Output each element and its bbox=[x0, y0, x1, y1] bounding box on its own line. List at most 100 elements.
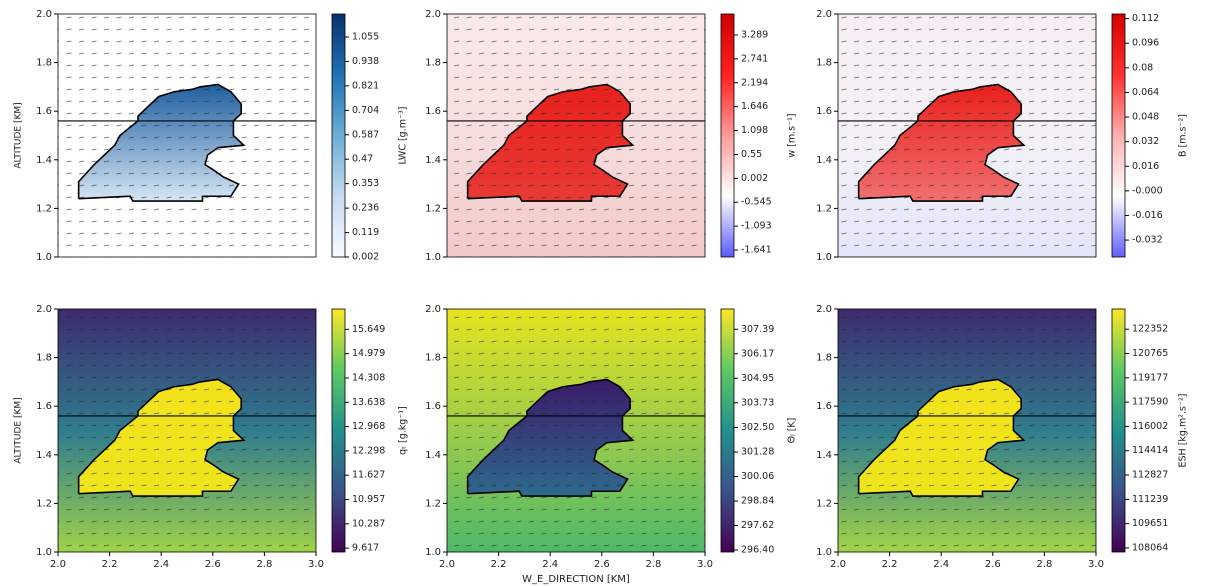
colorbar-tick-label: 0.587 bbox=[352, 129, 379, 140]
colorbar-tick-label: 1.646 bbox=[741, 101, 768, 112]
colorbar-tick-label: 0.08 bbox=[1132, 62, 1153, 73]
x-tick-label: 2.2 bbox=[102, 559, 118, 570]
x-tick-label: 2.0 bbox=[50, 559, 66, 570]
y-tick-label: 1.0 bbox=[816, 252, 832, 263]
colorbar-tick-label: 12.298 bbox=[352, 445, 385, 456]
colorbar-tick-label: 302.50 bbox=[741, 422, 774, 433]
y-tick-label: 1.0 bbox=[36, 252, 52, 263]
x-tick-label: 2.8 bbox=[645, 559, 661, 570]
y-tick-label: 1.2 bbox=[816, 498, 832, 509]
colorbar-tick-label: 13.638 bbox=[352, 397, 385, 408]
y-tick-label: 1.8 bbox=[425, 353, 441, 364]
colorbar-tick-label: 122352 bbox=[1132, 324, 1168, 335]
colorbar bbox=[331, 13, 346, 258]
colorbar-tick-label: 10.287 bbox=[352, 518, 385, 529]
colorbar-tick-label: 298.84 bbox=[741, 495, 774, 506]
x-tick-label: 3.0 bbox=[697, 559, 713, 570]
colorbar-tick-label: 0.002 bbox=[741, 173, 768, 184]
y-axis-label: ALTITUDE [KM] bbox=[14, 397, 24, 463]
colorbar-tick-label: 9.617 bbox=[352, 543, 379, 554]
colorbar bbox=[720, 13, 735, 258]
y-tick-label: 1.2 bbox=[816, 203, 832, 214]
x-tick-label: 3.0 bbox=[1088, 559, 1104, 570]
x-tick-label: 2.6 bbox=[205, 559, 221, 570]
y-tick-label: 1.8 bbox=[816, 353, 832, 364]
wind-vectors bbox=[58, 14, 316, 257]
plot-frame bbox=[446, 13, 706, 258]
colorbar-tick-label: 111239 bbox=[1132, 494, 1168, 505]
colorbar-tick-label: 0.112 bbox=[1132, 13, 1159, 24]
colorbar-tick-label: 1.098 bbox=[741, 125, 768, 136]
x-tick-label: 2.4 bbox=[542, 559, 558, 570]
wind-vectors bbox=[58, 309, 316, 552]
plot-frame bbox=[57, 308, 317, 553]
colorbar-tick-label: 11.627 bbox=[352, 470, 385, 481]
colorbar-tick-label: 0.938 bbox=[352, 56, 379, 67]
colorbar-tick-label: 120765 bbox=[1132, 348, 1168, 359]
colorbar-tick-label: 0.096 bbox=[1132, 38, 1159, 49]
y-tick-label: 2.0 bbox=[36, 304, 52, 315]
y-tick-label: 1.0 bbox=[816, 547, 832, 558]
colorbar-tick-label: 116002 bbox=[1132, 421, 1168, 432]
colorbar-tick-label: 307.39 bbox=[741, 324, 774, 335]
y-tick-label: 1.0 bbox=[36, 547, 52, 558]
x-tick-label: 2.4 bbox=[153, 559, 169, 570]
y-tick-label: 2.0 bbox=[816, 9, 832, 20]
x-tick-label: 2.6 bbox=[985, 559, 1001, 570]
colorbar bbox=[720, 308, 735, 553]
colorbar-tick-label: 0.821 bbox=[352, 80, 379, 91]
colorbar bbox=[1111, 308, 1126, 553]
colorbar-label: ESH [kg.m².s⁻²] bbox=[1178, 393, 1189, 467]
colorbar-tick-label: -0.016 bbox=[1132, 210, 1163, 221]
y-tick-label: 1.6 bbox=[816, 401, 832, 412]
colorbar-tick-label: 0.002 bbox=[352, 252, 379, 263]
y-tick-label: 1.2 bbox=[36, 203, 52, 214]
colorbar-tick-label: 304.95 bbox=[741, 373, 774, 384]
colorbar-tick-label: 0.016 bbox=[1132, 161, 1159, 172]
y-tick-label: 1.6 bbox=[425, 401, 441, 412]
colorbar-tick-label: 3.289 bbox=[741, 29, 768, 40]
x-tick-label: 2.4 bbox=[933, 559, 949, 570]
y-tick-label: 1.2 bbox=[425, 203, 441, 214]
plot-frame bbox=[446, 308, 706, 553]
y-tick-label: 1.6 bbox=[425, 106, 441, 117]
colorbar-tick-label: 0.048 bbox=[1132, 112, 1159, 123]
colorbar-tick-label: -0.000 bbox=[1132, 185, 1163, 196]
x-tick-label: 2.0 bbox=[439, 559, 455, 570]
colorbar-tick-label: 301.28 bbox=[741, 446, 774, 457]
y-tick-label: 1.8 bbox=[36, 58, 52, 69]
y-tick-label: 2.0 bbox=[425, 9, 441, 20]
x-tick-label: 2.8 bbox=[1036, 559, 1052, 570]
plot-frame bbox=[837, 308, 1097, 553]
x-tick-label: 3.0 bbox=[308, 559, 324, 570]
x-axis-label: W_E_DIRECTION [KM] bbox=[522, 574, 630, 585]
colorbar-tick-label: 297.62 bbox=[741, 520, 774, 531]
colorbar-tick-label: 108064 bbox=[1132, 542, 1168, 553]
colorbar-label: LWC [g.m⁻³] bbox=[398, 106, 409, 164]
colorbar-tick-label: 117590 bbox=[1132, 397, 1168, 408]
y-tick-label: 1.6 bbox=[816, 106, 832, 117]
y-tick-label: 1.4 bbox=[425, 450, 441, 461]
y-tick-label: 2.0 bbox=[425, 304, 441, 315]
colorbar-tick-label: 0.032 bbox=[1132, 136, 1159, 147]
colorbar-tick-label: 303.73 bbox=[741, 397, 774, 408]
wind-vectors bbox=[838, 309, 1096, 552]
x-tick-label: 2.2 bbox=[491, 559, 507, 570]
plot-frame bbox=[837, 13, 1097, 258]
colorbar-tick-label: 10.957 bbox=[352, 494, 385, 505]
colorbar-tick-label: 112827 bbox=[1132, 470, 1168, 481]
y-tick-label: 1.8 bbox=[36, 353, 52, 364]
colorbar-tick-label: 0.353 bbox=[352, 178, 379, 189]
y-tick-label: 2.0 bbox=[816, 304, 832, 315]
colorbar-tick-label: 0.119 bbox=[352, 227, 379, 238]
colorbar-tick-label: 306.17 bbox=[741, 348, 774, 359]
y-tick-label: 1.4 bbox=[816, 450, 832, 461]
y-tick-label: 1.8 bbox=[425, 58, 441, 69]
y-tick-label: 1.4 bbox=[816, 155, 832, 166]
colorbar-label: qₜ [g.kg⁻¹] bbox=[398, 406, 409, 455]
colorbar-tick-label: -1.641 bbox=[741, 245, 772, 256]
colorbar-tick-label: 14.308 bbox=[352, 372, 385, 383]
colorbar-tick-label: 0.47 bbox=[352, 154, 373, 165]
y-tick-label: 2.0 bbox=[36, 9, 52, 20]
